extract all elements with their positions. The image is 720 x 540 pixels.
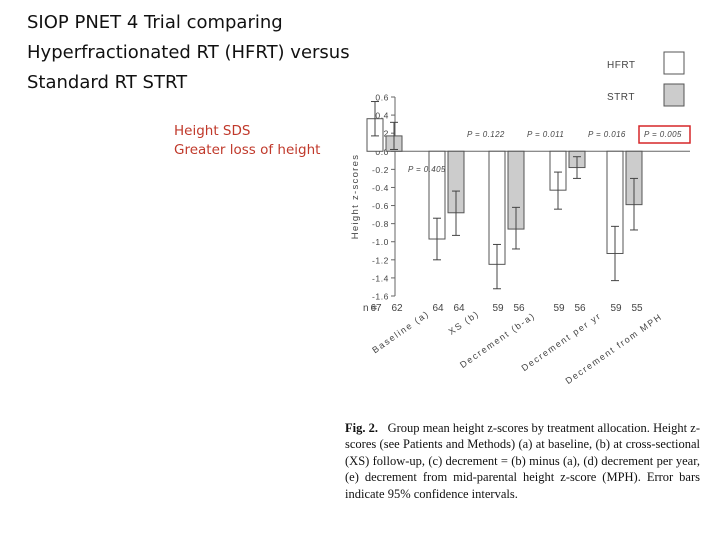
y-tick-label: 0.0 bbox=[375, 147, 389, 157]
n-value-strt: 55 bbox=[631, 303, 643, 314]
n-value-strt: 62 bbox=[391, 303, 403, 314]
category-label: Baseline (a) bbox=[370, 308, 431, 355]
figure-caption-label: Fig. 2. bbox=[345, 421, 379, 435]
y-tick-label: -1.4 bbox=[372, 273, 389, 283]
height-zscore-bar-chart: 0.60.40.20.0-0.2-0.4-0.6-0.8-1.0-1.2-1.4… bbox=[350, 51, 691, 386]
y-tick-label: -0.4 bbox=[372, 183, 389, 193]
y-tick-label: 0.6 bbox=[375, 93, 389, 103]
n-value-hfrt: 67 bbox=[370, 303, 382, 314]
p-value-label: P = 0.016 bbox=[588, 130, 626, 139]
legend-label: HFRT bbox=[607, 60, 635, 71]
slide-title-line-3: Standard RT STRT bbox=[27, 72, 188, 93]
p-value-highlight-box bbox=[638, 125, 691, 144]
y-tick-label: 0.4 bbox=[375, 111, 389, 121]
n-value-strt: 56 bbox=[513, 303, 525, 314]
n-value-strt: 64 bbox=[453, 303, 465, 314]
y-tick-label: -1.6 bbox=[372, 292, 389, 302]
y-axis-label: Height z-scores bbox=[350, 154, 361, 240]
slide-note: Height SDS Greater loss of height bbox=[174, 122, 320, 160]
p-value-label: P = 0.005 bbox=[644, 130, 682, 139]
legend-label: STRT bbox=[607, 92, 635, 103]
y-tick-label: -0.2 bbox=[372, 165, 389, 175]
n-value-hfrt: 59 bbox=[492, 303, 504, 314]
p-value-label: P = 0.122 bbox=[467, 130, 505, 139]
slide-title: SIOP PNET 4 Trial comparing Hyperfractio… bbox=[27, 8, 407, 98]
slide-note-line-2: Greater loss of height bbox=[174, 142, 321, 158]
figure-caption-text: Group mean height z-scores by treatment … bbox=[345, 421, 701, 501]
slide-title-line-2: Hyperfractionated RT (HFRT) versus bbox=[27, 42, 350, 63]
y-tick-label: -0.6 bbox=[372, 201, 389, 211]
n-value-hfrt: 64 bbox=[432, 303, 444, 314]
n-value-strt: 56 bbox=[574, 303, 586, 314]
p-value-label: P = 0.405 bbox=[408, 165, 446, 174]
legend-swatch-hfrt bbox=[663, 51, 685, 75]
y-tick-label: -0.8 bbox=[372, 219, 389, 229]
y-tick-label: -1.0 bbox=[372, 237, 389, 247]
y-tick-label: -1.2 bbox=[372, 255, 389, 265]
p-value-label: P = 0.011 bbox=[527, 130, 564, 139]
figure-caption: Fig. 2. Group mean height z-scores by tr… bbox=[345, 420, 700, 502]
n-value-hfrt: 59 bbox=[553, 303, 565, 314]
slide-title-line-1: SIOP PNET 4 Trial comparing bbox=[27, 12, 283, 33]
legend-swatch-strt bbox=[663, 83, 685, 107]
n-label: n = bbox=[363, 303, 377, 314]
n-value-hfrt: 59 bbox=[610, 303, 622, 314]
slide-note-line-1: Height SDS bbox=[174, 123, 251, 139]
